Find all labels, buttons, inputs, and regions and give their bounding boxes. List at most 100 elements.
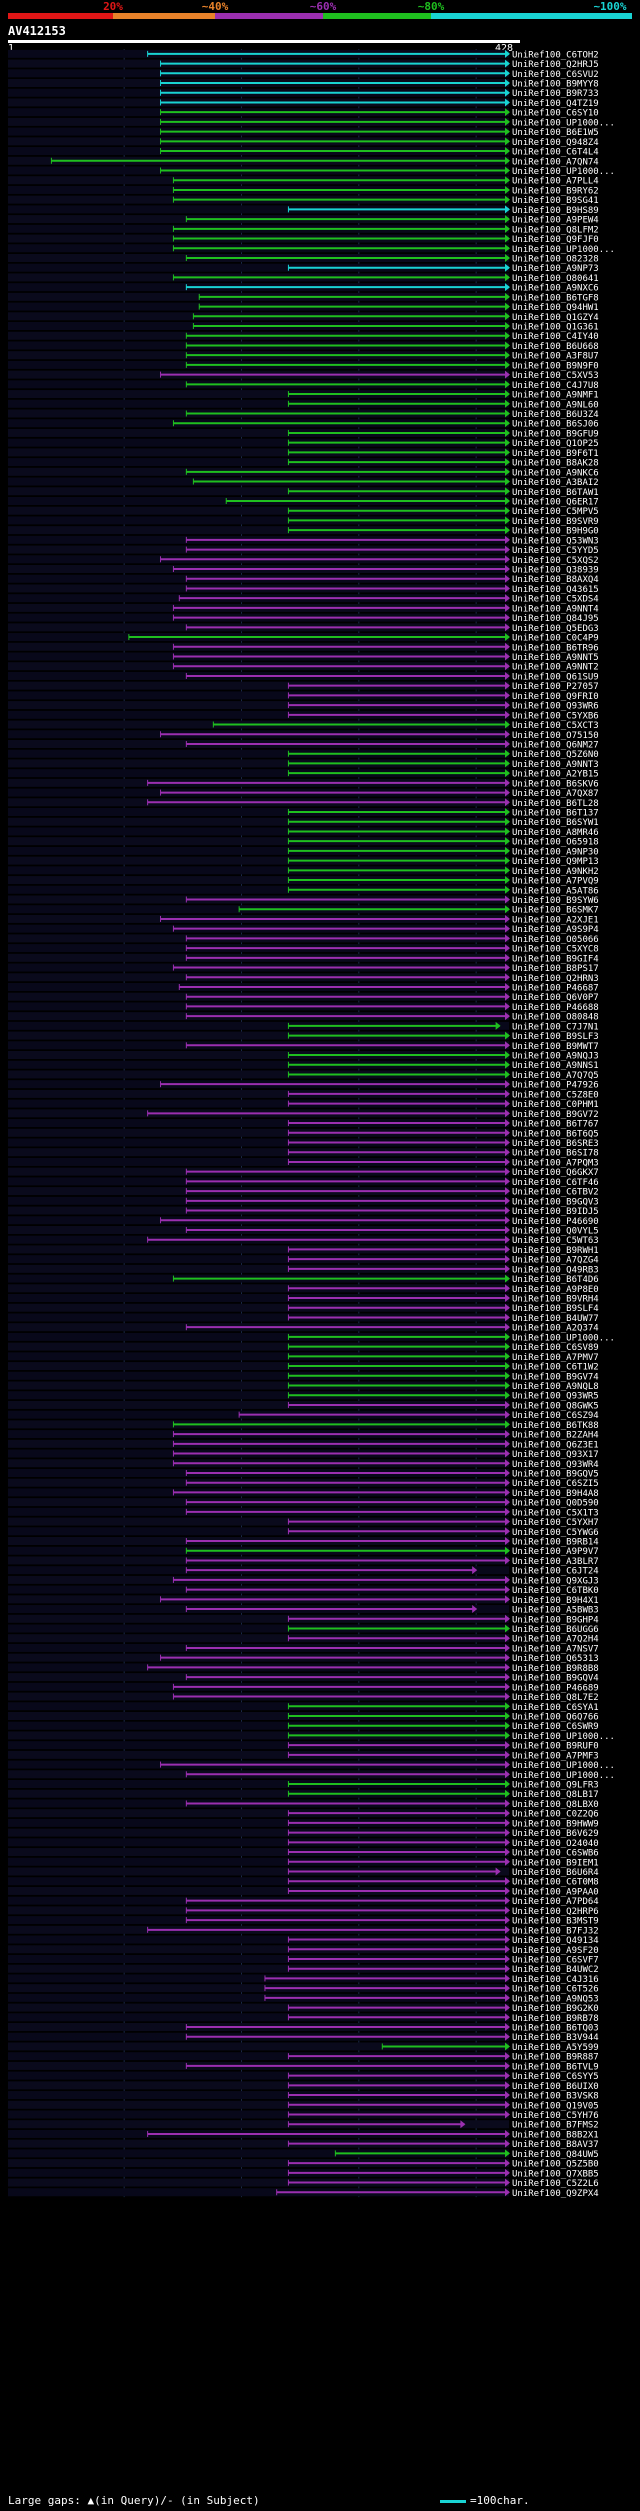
hit-label[interactable]: UniRef100_B9H9G0 [512,527,599,537]
hit-label[interactable]: UniRef100_C6TOH2 [512,50,599,60]
hit-label[interactable]: UniRef100_C6TBK0 [512,1586,599,1596]
hit-label[interactable]: UniRef100_Q5Z6N0 [512,750,599,760]
hit-label[interactable]: UniRef100_B6TK88 [512,1421,599,1431]
hit-label[interactable]: UniRef100_B9RB14 [512,1538,599,1548]
hit-label[interactable]: UniRef100_Q7XBB5 [512,2169,599,2179]
hit-label[interactable]: UniRef100_B6U668 [512,342,599,352]
hit-label[interactable]: UniRef100_C6SVU2 [512,70,599,80]
hit-label[interactable]: UniRef100_B8AK28 [512,459,599,469]
hit-label[interactable]: UniRef100_A7PQM3 [512,1158,599,1168]
hit-label[interactable]: UniRef100_C6SV89 [512,1343,599,1353]
hit-label[interactable]: UniRef100_Q19V05 [512,2101,599,2111]
hit-label[interactable]: UniRef100_P46690 [512,1217,599,1227]
hit-label[interactable]: UniRef100_B6TVL9 [512,2062,599,2072]
hit-label[interactable]: UniRef100_C5X1T3 [512,1508,599,1518]
hit-label[interactable]: UniRef100_Q1GZY4 [512,313,599,323]
hit-label[interactable]: UniRef100_C5MPV5 [512,507,599,517]
hit-label[interactable]: UniRef100_B9GQV5 [512,1469,599,1479]
hit-label[interactable]: UniRef100_B8AXQ4 [512,575,599,585]
hit-label[interactable]: UniRef100_B9GV74 [512,1372,599,1382]
hit-label[interactable]: UniRef100_C4J7U8 [512,381,599,391]
hit-label[interactable]: UniRef100_A9NP73 [512,264,599,274]
hit-label[interactable]: UniRef100_C5YYD5 [512,546,599,556]
hit-label[interactable]: UniRef100_C6SWB6 [512,1849,599,1859]
hit-label[interactable]: UniRef100_A5Y599 [512,2043,599,2053]
hit-label[interactable]: UniRef100_B8AV37 [512,2140,599,2150]
hit-label[interactable]: UniRef100_O75150 [512,731,599,741]
hit-label[interactable]: UniRef100_A9NMF1 [512,391,599,401]
hit-label[interactable]: UniRef100_B3V944 [512,2033,599,2043]
hit-label[interactable]: UniRef100_A9NKH2 [512,867,599,877]
hit-label[interactable]: UniRef100_B7FMS2 [512,2121,599,2131]
hit-label[interactable]: UniRef100_B9MYY8 [512,80,599,90]
hit-label[interactable]: UniRef100_UP1000... [512,1761,615,1771]
hit-label[interactable]: UniRef100_B9IEM1 [512,1858,599,1868]
hit-label[interactable]: UniRef100_B9H4X1 [512,1596,599,1606]
hit-label[interactable]: UniRef100_A7NSV7 [512,1644,599,1654]
hit-label[interactable]: UniRef100_C6SYY5 [512,2072,599,2082]
hit-label[interactable]: UniRef100_B6UIX0 [512,2082,599,2092]
hit-label[interactable]: UniRef100_C5XYC8 [512,945,599,955]
hit-label[interactable]: UniRef100_B6U6R4 [512,1868,599,1878]
hit-label[interactable]: UniRef100_B8PS17 [512,964,599,974]
hit-label[interactable]: UniRef100_A9P8E0 [512,1285,599,1295]
hit-label[interactable]: UniRef100_Q8GWK5 [512,1401,599,1411]
hit-label[interactable]: UniRef100_C5YWG6 [512,1528,599,1538]
hit-label[interactable]: UniRef100_Q61SU9 [512,672,599,682]
hit-label[interactable]: UniRef100_Q9FRI0 [512,692,599,702]
hit-label[interactable]: UniRef100_C6SWR9 [512,1722,599,1732]
hit-label[interactable]: UniRef100_B9H4A8 [512,1489,599,1499]
hit-label[interactable]: UniRef100_B8B2X1 [512,2130,599,2140]
hit-label[interactable]: UniRef100_UP1000... [512,118,615,128]
hit-label[interactable]: UniRef100_B9MWT7 [512,1042,599,1052]
hit-label[interactable]: UniRef100_Q6V0P7 [512,993,599,1003]
hit-label[interactable]: UniRef100_A9NNS1 [512,1061,599,1071]
hit-label[interactable]: UniRef100_C5XQS2 [512,556,599,566]
hit-label[interactable]: UniRef100_A7Q2H4 [512,1635,599,1645]
hit-label[interactable]: UniRef100_Q948Z4 [512,138,599,148]
hit-label[interactable]: UniRef100_A9NNT4 [512,604,599,614]
hit-label[interactable]: UniRef100_C6T4L4 [512,148,599,158]
hit-label[interactable]: UniRef100_Q0D590 [512,1499,599,1509]
hit-label[interactable]: UniRef100_A9SF20 [512,1946,599,1956]
hit-label[interactable]: UniRef100_A3F8U7 [512,352,599,362]
hit-label[interactable]: UniRef100_A7QN74 [512,157,599,167]
hit-label[interactable]: UniRef100_Q6NM27 [512,740,599,750]
hit-label[interactable]: UniRef100_Q65313 [512,1654,599,1664]
hit-label[interactable]: UniRef100_UP1000... [512,1771,615,1781]
hit-label[interactable]: UniRef100_A8MR46 [512,828,599,838]
hit-label[interactable]: UniRef100_C6SYA1 [512,1703,599,1713]
hit-label[interactable]: UniRef100_A5BWB3 [512,1606,599,1616]
hit-label[interactable]: UniRef100_B6TQ03 [512,2024,599,2034]
hit-label[interactable]: UniRef100_B9VRH4 [512,1295,599,1305]
hit-label[interactable]: UniRef100_Q49134 [512,1936,599,1946]
hit-label[interactable]: UniRef100_UP1000... [512,1333,615,1343]
hit-label[interactable]: UniRef100_Q9ZPX4 [512,2189,599,2199]
hit-label[interactable]: UniRef100_Q38939 [512,566,599,576]
hit-label[interactable]: UniRef100_P46688 [512,1003,599,1013]
hit-label[interactable]: UniRef100_B6SMK7 [512,906,599,916]
hit-label[interactable]: UniRef100_UP1000... [512,1732,615,1742]
hit-label[interactable]: UniRef100_B6T4D6 [512,1275,599,1285]
hit-label[interactable]: UniRef100_B9RB78 [512,2014,599,2024]
hit-label[interactable]: UniRef100_B6SRE3 [512,1139,599,1149]
hit-label[interactable]: UniRef100_A9PEW4 [512,216,599,226]
hit-label[interactable]: UniRef100_C5YXH7 [512,1518,599,1528]
hit-label[interactable]: UniRef100_A9PAA0 [512,1887,599,1897]
hit-label[interactable]: UniRef100_Q2HRP6 [512,1907,599,1917]
hit-label[interactable]: UniRef100_Q6GKX7 [512,1168,599,1178]
hit-label[interactable]: UniRef100_A9NKC6 [512,468,599,478]
hit-label[interactable]: UniRef100_Q8LFM2 [512,225,599,235]
hit-label[interactable]: UniRef100_B6E1W5 [512,128,599,138]
hit-label[interactable]: UniRef100_B9SLF3 [512,1032,599,1042]
hit-label[interactable]: UniRef100_A2Q374 [512,1324,599,1334]
hit-label[interactable]: UniRef100_B9G2K0 [512,2004,599,2014]
hit-label[interactable]: UniRef100_A9S9P4 [512,925,599,935]
hit-label[interactable]: UniRef100_B9R8B8 [512,1664,599,1674]
hit-label[interactable]: UniRef100_C5Z2L6 [512,2179,599,2189]
hit-label[interactable]: UniRef100_C5Z8E0 [512,1090,599,1100]
hit-label[interactable]: UniRef100_Q53WN3 [512,536,599,546]
hit-label[interactable]: UniRef100_O05066 [512,935,599,945]
hit-label[interactable]: UniRef100_Q8L7E2 [512,1693,599,1703]
hit-label[interactable]: UniRef100_B3VSK8 [512,2092,599,2102]
